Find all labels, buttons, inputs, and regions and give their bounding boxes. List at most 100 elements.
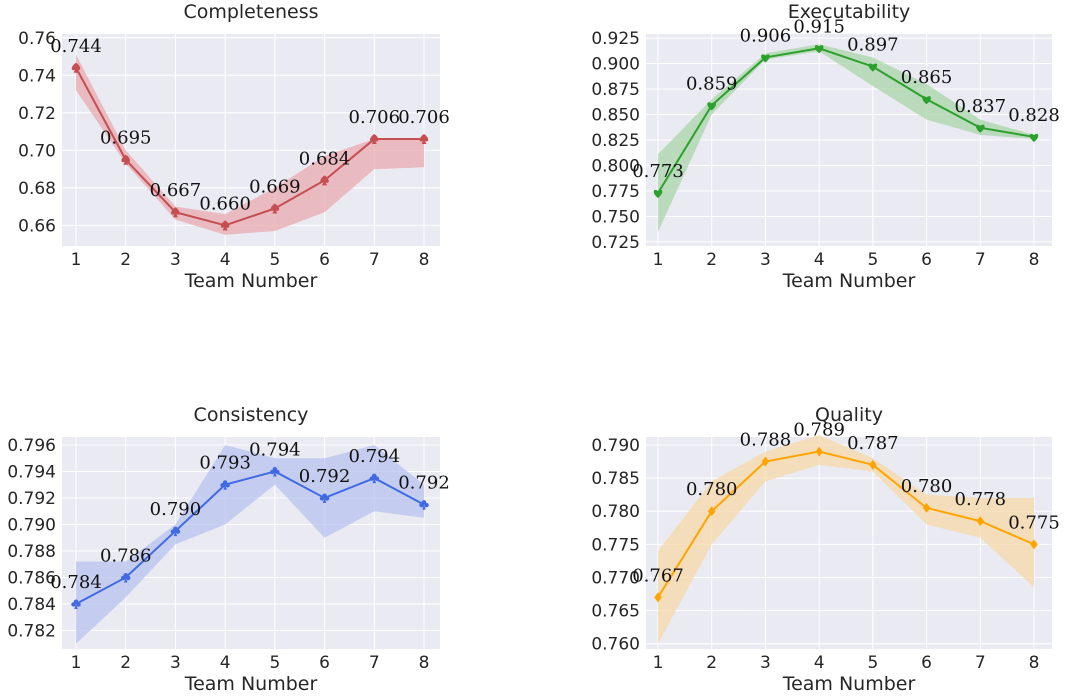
chart-2-ytick-5: 0.792 bbox=[7, 489, 56, 509]
chart-2-ytick-0: 0.782 bbox=[7, 621, 56, 641]
chart-2-xtick-0: 1 bbox=[71, 653, 82, 673]
chart-3-xtick-0: 1 bbox=[653, 653, 664, 673]
chart-1-data-label-0: 0.773 bbox=[632, 161, 684, 182]
chart-1-xtick-5: 6 bbox=[921, 250, 932, 270]
chart-0-ytick-4: 0.74 bbox=[18, 66, 56, 86]
chart-1: 0.725 0.750 0.775 0.800 0.825 0.850 0.875 0.900… bbox=[591, 1, 1059, 292]
chart-3-point-5 bbox=[922, 502, 931, 513]
chart-3-point-2 bbox=[761, 456, 770, 467]
chart-3-data-label-3: 0.789 bbox=[793, 420, 845, 441]
chart-3-point-0 bbox=[654, 592, 662, 603]
chart-0-xtick-1: 2 bbox=[120, 250, 131, 270]
chart-0-ytick-0: 0.66 bbox=[18, 216, 56, 236]
chart-0-data-label-7: 0.706 bbox=[398, 107, 450, 128]
chart-1-data-label-1: 0.859 bbox=[686, 73, 738, 94]
chart-0-series-0-band bbox=[76, 54, 424, 235]
chart-0-point-6 bbox=[370, 134, 379, 145]
chart-2-ytick-4: 0.790 bbox=[7, 515, 56, 535]
chart-0-ytick-3: 0.72 bbox=[18, 104, 56, 124]
chart-1-data-label-5: 0.865 bbox=[901, 67, 953, 88]
chart-3-ytick-0: 0.760 bbox=[591, 635, 640, 655]
chart-0-ytick-5: 0.76 bbox=[18, 29, 56, 49]
club-stem bbox=[74, 603, 78, 609]
chart-2-ytick-7: 0.796 bbox=[7, 436, 56, 456]
chart-3-ytick-3: 0.775 bbox=[591, 535, 640, 555]
chart-0-data-label-2: 0.667 bbox=[150, 180, 202, 201]
chart-1-title: Executability bbox=[788, 1, 911, 23]
chart-3-xtick-3: 4 bbox=[814, 653, 825, 673]
chart-0: 0.66 0.68 0.70 0.72 0.74 0.76 1 2 3 4 5 6 7 8 Complete… bbox=[18, 1, 450, 292]
chart-3-xtick-2: 3 bbox=[760, 653, 771, 673]
chart-3-ytick-5: 0.785 bbox=[591, 469, 640, 489]
chart-2-xtick-6: 7 bbox=[369, 653, 380, 673]
chart-0-xtick-2: 3 bbox=[170, 250, 181, 270]
club-lobe bbox=[369, 476, 375, 481]
club-lobe bbox=[275, 469, 280, 475]
chart-2-point-2 bbox=[170, 526, 181, 537]
chart-3-point-3 bbox=[815, 446, 823, 457]
chart-1-point-2 bbox=[761, 54, 770, 63]
chart-2-xtick-1: 2 bbox=[120, 653, 131, 673]
club-lobe bbox=[120, 575, 126, 581]
chart-2-data-label-7: 0.792 bbox=[398, 473, 450, 494]
club-lobe bbox=[419, 502, 424, 508]
chart-1-ytick-7: 0.900 bbox=[591, 55, 640, 75]
chart-3-xtick-7: 8 bbox=[1029, 653, 1040, 673]
club-lobe bbox=[76, 602, 81, 607]
chart-1-point-3 bbox=[814, 45, 824, 54]
chart-2-series-0-band bbox=[76, 444, 424, 644]
chart-1-ytick-3: 0.800 bbox=[591, 156, 640, 176]
chart-0-data-label-1: 0.695 bbox=[100, 128, 152, 149]
chart-1-point-0 bbox=[653, 189, 663, 198]
club-lobe bbox=[319, 496, 325, 501]
chart-2-point-0 bbox=[71, 599, 81, 609]
chart-0-xtick-4: 5 bbox=[269, 250, 280, 270]
chart-0-point-5 bbox=[320, 175, 329, 186]
chart-3-xtick-4: 5 bbox=[867, 653, 878, 673]
chart-2-ytick-2: 0.786 bbox=[7, 568, 56, 588]
chart-1-data-label-4: 0.897 bbox=[847, 35, 899, 56]
chart-1-ytick-0: 0.725 bbox=[591, 233, 640, 253]
chart-1-point-7 bbox=[1029, 133, 1039, 142]
chart-0-point-0 bbox=[71, 62, 81, 73]
chart-3-point-6 bbox=[976, 516, 985, 527]
chart-3-xtick-5: 6 bbox=[921, 653, 932, 673]
chart-0-data-label-3: 0.660 bbox=[199, 193, 251, 214]
chart-1-xtick-4: 5 bbox=[867, 250, 878, 270]
chart-1-point-1 bbox=[707, 102, 717, 111]
chart-2-xtick-4: 5 bbox=[269, 653, 280, 673]
club-lobe bbox=[225, 482, 230, 488]
chart-3-series-0-band bbox=[658, 435, 1034, 644]
chart-0-data-label-6: 0.706 bbox=[349, 107, 401, 128]
chart-1-xtick-0: 1 bbox=[653, 250, 664, 270]
chart-0-xtick-7: 8 bbox=[419, 250, 430, 270]
chart-2-data-label-0: 0.784 bbox=[50, 572, 102, 593]
chart-1-ytick-1: 0.750 bbox=[591, 207, 640, 227]
chart-1-data-label-7: 0.828 bbox=[1008, 105, 1060, 126]
chart-1-ytick-8: 0.925 bbox=[591, 29, 640, 49]
chart-0-ytick-1: 0.68 bbox=[18, 179, 56, 199]
chart-0-xtick-5: 6 bbox=[319, 250, 330, 270]
chart-0-point-4 bbox=[270, 203, 280, 214]
chart-2-data-label-4: 0.794 bbox=[249, 439, 301, 460]
chart-0-data-label-4: 0.669 bbox=[249, 176, 301, 197]
chart-2-series-0-line bbox=[75, 470, 425, 605]
chart-0-point-7 bbox=[419, 134, 429, 145]
club-stem bbox=[372, 478, 377, 484]
chart-1-xtick-3: 4 bbox=[814, 250, 825, 270]
chart-0-ytick-2: 0.70 bbox=[18, 141, 56, 161]
club-stem bbox=[322, 497, 327, 503]
club-lobe bbox=[270, 469, 275, 475]
chart-0-title: Completeness bbox=[183, 1, 318, 23]
chart-3-data-label-0: 0.767 bbox=[632, 565, 684, 586]
chart-2-title: Consistency bbox=[194, 404, 309, 426]
chart-3-ytick-6: 0.790 bbox=[591, 436, 640, 456]
club-lobe bbox=[220, 482, 225, 488]
chart-2-ytick-3: 0.788 bbox=[7, 542, 56, 562]
chart-1-xtick-1: 2 bbox=[706, 250, 717, 270]
chart-2-point-3 bbox=[220, 480, 230, 490]
chart-1-ytick-6: 0.875 bbox=[591, 80, 640, 100]
chart-2-point-1 bbox=[120, 572, 131, 583]
